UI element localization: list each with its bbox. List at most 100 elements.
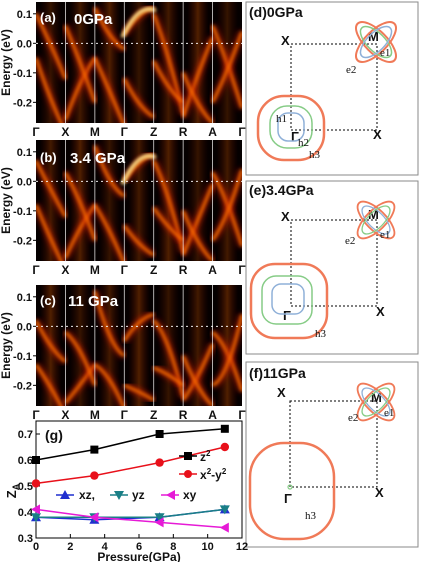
electron-pockets-e <box>356 200 396 240</box>
band-curve <box>93 290 126 357</box>
kpoint-label: Γ <box>32 263 40 277</box>
m-point-d: M <box>368 29 379 44</box>
chart-x-tick-label: 6 <box>136 541 142 553</box>
band-curve <box>181 210 214 261</box>
chart-panel-g: (g) 0 2 4 6 8 10 12 0.3 0.4 0.5 0.6 0.7 Pressure(GP… <box>4 420 248 562</box>
pocket-e2-e: e2 <box>345 235 355 247</box>
band-y-tick-label: 0.0 <box>17 176 32 188</box>
data-point-z2 <box>220 424 229 433</box>
kpoint-label: Z <box>150 125 157 139</box>
legend-xz: xz, <box>56 488 95 502</box>
band-curve <box>211 331 242 392</box>
band-panel-c-label: (c) <box>40 293 56 308</box>
band-y-axis-label: Energy (eV) <box>0 312 13 379</box>
band-y-tick-label: -0.2 <box>13 97 32 109</box>
band-curve <box>123 313 155 342</box>
data-point-x2y2 <box>220 442 230 452</box>
band-curve <box>152 60 184 104</box>
band-y-tick-label: -0.2 <box>13 380 32 392</box>
band-curve <box>181 36 214 118</box>
band-panel-a: (a) 0GPa <box>36 2 242 123</box>
data-point-z2 <box>90 445 99 454</box>
m-point-e: M <box>368 207 379 222</box>
band-curve <box>93 145 126 198</box>
band-curve <box>93 7 125 51</box>
band-curve <box>123 224 155 257</box>
gamma-point-d: Γ <box>291 129 299 144</box>
gamma-point-f: Γ <box>284 491 292 506</box>
band-curve <box>64 331 97 386</box>
kpoint-label: A <box>208 125 217 139</box>
kpoint-label: A <box>208 263 217 277</box>
pocket-h3-d: h3 <box>309 149 321 161</box>
band-curve <box>94 363 125 406</box>
band-curve <box>36 13 67 80</box>
kpoint-label: M <box>90 263 100 277</box>
data-point-yz <box>31 513 41 523</box>
chart-y-tick-label: 0.3 <box>18 533 33 545</box>
kpoint-label: M <box>90 408 100 422</box>
band-curve <box>36 160 67 218</box>
band-panel-c-pressure: 11 GPa <box>68 293 119 310</box>
band-curve <box>36 204 63 261</box>
band-curve <box>153 366 184 387</box>
band-curve <box>123 384 155 402</box>
brillouin-zone-d <box>290 43 378 131</box>
kpoint-label: Z <box>150 408 157 422</box>
chart-markers <box>31 424 230 533</box>
band-curve <box>181 72 214 123</box>
data-point-z2 <box>155 430 164 438</box>
kpoint-label: M <box>90 125 100 139</box>
chart-y-tick-label: 0.5 <box>18 481 33 493</box>
band-curve <box>181 355 214 406</box>
band-panel-b: (b) 3.4 GPa <box>36 140 242 261</box>
band-curve <box>36 57 63 123</box>
band-curve <box>181 183 214 256</box>
kpoint-label: Γ <box>238 263 246 277</box>
band-y-tick-label: -0.1 <box>13 351 32 363</box>
kpoint-label: Γ <box>121 408 129 422</box>
band-curve <box>36 319 67 363</box>
hole-pockets-f <box>248 441 336 541</box>
band-curve <box>36 363 63 406</box>
data-point-x2y2 <box>31 479 41 488</box>
band-y-tick-label: -0.1 <box>13 206 32 218</box>
band-panel-a-bands <box>36 2 242 123</box>
kpoint-label: A <box>208 408 217 422</box>
legend-yz: yz <box>110 488 145 502</box>
legend-marker-yz <box>114 491 124 500</box>
chart-x-tick-label: 0 <box>33 541 39 553</box>
band-curve <box>64 204 96 259</box>
chart-x-tick-label: 4 <box>102 541 109 553</box>
band-y-axis-label: Energy (eV) <box>0 167 13 234</box>
band-y-tick-label: 0.0 <box>17 38 32 50</box>
data-point-x2y2 <box>90 471 99 480</box>
data-point-x2y2 <box>155 458 164 467</box>
pocket-h3-e: h3 <box>315 328 327 340</box>
legend-marker-x2y2 <box>184 470 192 478</box>
data-point-xy <box>89 512 99 523</box>
kpoint-label: X <box>61 125 69 139</box>
chart-x-tick-label: 8 <box>170 541 176 553</box>
x-point-bottom-e: X <box>376 304 385 319</box>
band-y-tick-label: 0.1 <box>17 147 32 159</box>
legend-marker-xz <box>60 490 70 499</box>
x-point-bottom-d: X <box>373 127 382 142</box>
chart-panel-label: (g) <box>45 427 63 443</box>
band-y-tick-label: -0.1 <box>13 68 32 80</box>
chart-x-tick-label: 10 <box>202 541 214 553</box>
band-curve <box>211 31 242 103</box>
legend-x2y2: x2-y2 <box>179 467 227 482</box>
electron-pockets-f <box>356 382 396 422</box>
data-point-xy <box>31 504 40 515</box>
band-curve <box>64 363 96 404</box>
kpoint-label: Γ <box>32 408 40 422</box>
data-point-xy <box>154 517 164 528</box>
data-point-yz <box>154 513 165 523</box>
fermi-surface-panel-f: (f)11GPa X X M Γ e1 e2 h3 <box>245 361 419 548</box>
fermi-surface-panel-d-label: (d)0GPa <box>249 4 303 20</box>
band-curve <box>211 169 242 242</box>
band-panel-b-label: (b) <box>40 150 57 165</box>
chart-y-tick-label: 0.7 <box>18 429 33 441</box>
